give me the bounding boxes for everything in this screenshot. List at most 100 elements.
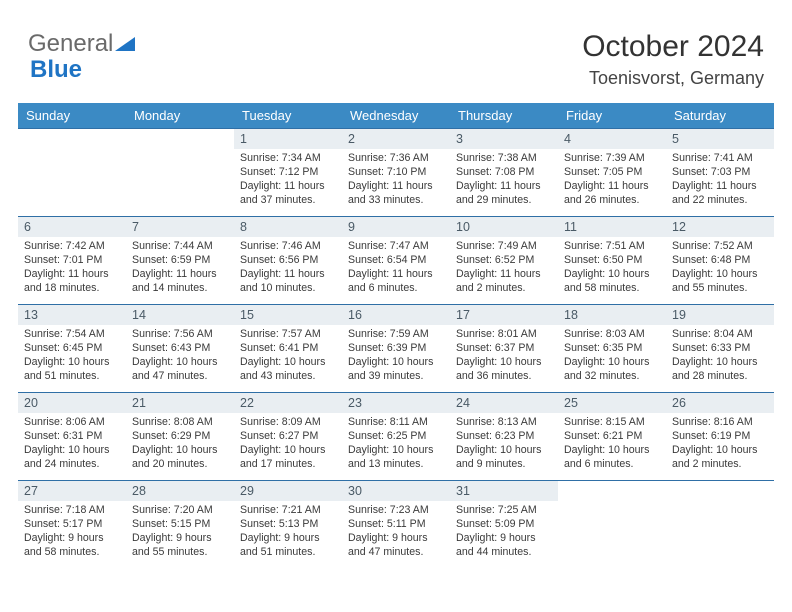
calendar-cell: 14Sunrise: 7:56 AMSunset: 6:43 PMDayligh…	[126, 305, 234, 393]
calendar-cell: 2Sunrise: 7:36 AMSunset: 7:10 PMDaylight…	[342, 129, 450, 217]
calendar-row: 6Sunrise: 7:42 AMSunset: 7:01 PMDaylight…	[18, 217, 774, 305]
logo-triangle-icon	[115, 35, 135, 53]
day-details: Sunrise: 8:01 AMSunset: 6:37 PMDaylight:…	[450, 325, 558, 388]
calendar-cell	[126, 129, 234, 217]
day-number: 24	[450, 393, 558, 413]
day-number: 7	[126, 217, 234, 237]
day-details: Sunrise: 7:46 AMSunset: 6:56 PMDaylight:…	[234, 237, 342, 300]
calendar-cell: 10Sunrise: 7:49 AMSunset: 6:52 PMDayligh…	[450, 217, 558, 305]
calendar-cell: 21Sunrise: 8:08 AMSunset: 6:29 PMDayligh…	[126, 393, 234, 481]
logo: General	[28, 30, 135, 58]
logo-text-blue: Blue	[30, 56, 82, 84]
day-details: Sunrise: 8:09 AMSunset: 6:27 PMDaylight:…	[234, 413, 342, 476]
calendar-cell	[18, 129, 126, 217]
calendar-cell: 18Sunrise: 8:03 AMSunset: 6:35 PMDayligh…	[558, 305, 666, 393]
calendar-cell: 16Sunrise: 7:59 AMSunset: 6:39 PMDayligh…	[342, 305, 450, 393]
day-number: 20	[18, 393, 126, 413]
calendar-row: 1Sunrise: 7:34 AMSunset: 7:12 PMDaylight…	[18, 129, 774, 217]
calendar-cell	[666, 481, 774, 569]
day-number: 19	[666, 305, 774, 325]
day-details: Sunrise: 7:25 AMSunset: 5:09 PMDaylight:…	[450, 501, 558, 564]
day-details: Sunrise: 8:15 AMSunset: 6:21 PMDaylight:…	[558, 413, 666, 476]
day-number: 26	[666, 393, 774, 413]
day-number: 8	[234, 217, 342, 237]
calendar-cell: 29Sunrise: 7:21 AMSunset: 5:13 PMDayligh…	[234, 481, 342, 569]
calendar-cell: 24Sunrise: 8:13 AMSunset: 6:23 PMDayligh…	[450, 393, 558, 481]
calendar-cell: 27Sunrise: 7:18 AMSunset: 5:17 PMDayligh…	[18, 481, 126, 569]
day-details: Sunrise: 7:36 AMSunset: 7:10 PMDaylight:…	[342, 149, 450, 212]
day-number: 15	[234, 305, 342, 325]
day-number: 4	[558, 129, 666, 149]
title-block: October 2024 Toenisvorst, Germany	[582, 30, 764, 89]
day-header: Friday	[558, 103, 666, 129]
header: General October 2024 Toenisvorst, German…	[0, 0, 792, 97]
calendar-cell: 9Sunrise: 7:47 AMSunset: 6:54 PMDaylight…	[342, 217, 450, 305]
day-details: Sunrise: 7:44 AMSunset: 6:59 PMDaylight:…	[126, 237, 234, 300]
calendar-cell: 19Sunrise: 8:04 AMSunset: 6:33 PMDayligh…	[666, 305, 774, 393]
day-details: Sunrise: 7:56 AMSunset: 6:43 PMDaylight:…	[126, 325, 234, 388]
calendar-cell: 30Sunrise: 7:23 AMSunset: 5:11 PMDayligh…	[342, 481, 450, 569]
day-details: Sunrise: 8:16 AMSunset: 6:19 PMDaylight:…	[666, 413, 774, 476]
day-header: Thursday	[450, 103, 558, 129]
day-number: 5	[666, 129, 774, 149]
day-number: 9	[342, 217, 450, 237]
day-details: Sunrise: 8:08 AMSunset: 6:29 PMDaylight:…	[126, 413, 234, 476]
day-number: 11	[558, 217, 666, 237]
calendar-cell: 31Sunrise: 7:25 AMSunset: 5:09 PMDayligh…	[450, 481, 558, 569]
day-number: 14	[126, 305, 234, 325]
day-details: Sunrise: 7:59 AMSunset: 6:39 PMDaylight:…	[342, 325, 450, 388]
day-number: 31	[450, 481, 558, 501]
day-details: Sunrise: 8:03 AMSunset: 6:35 PMDaylight:…	[558, 325, 666, 388]
day-number: 23	[342, 393, 450, 413]
day-number: 6	[18, 217, 126, 237]
day-number: 3	[450, 129, 558, 149]
day-number: 1	[234, 129, 342, 149]
day-header: Monday	[126, 103, 234, 129]
day-number: 25	[558, 393, 666, 413]
day-number: 10	[450, 217, 558, 237]
calendar-cell: 7Sunrise: 7:44 AMSunset: 6:59 PMDaylight…	[126, 217, 234, 305]
day-number: 27	[18, 481, 126, 501]
day-details: Sunrise: 7:39 AMSunset: 7:05 PMDaylight:…	[558, 149, 666, 212]
day-details: Sunrise: 7:52 AMSunset: 6:48 PMDaylight:…	[666, 237, 774, 300]
calendar-cell: 23Sunrise: 8:11 AMSunset: 6:25 PMDayligh…	[342, 393, 450, 481]
calendar-cell: 3Sunrise: 7:38 AMSunset: 7:08 PMDaylight…	[450, 129, 558, 217]
day-details: Sunrise: 8:11 AMSunset: 6:25 PMDaylight:…	[342, 413, 450, 476]
day-header: Wednesday	[342, 103, 450, 129]
month-title: October 2024	[582, 30, 764, 64]
calendar-cell: 15Sunrise: 7:57 AMSunset: 6:41 PMDayligh…	[234, 305, 342, 393]
day-details: Sunrise: 7:18 AMSunset: 5:17 PMDaylight:…	[18, 501, 126, 564]
calendar-cell: 4Sunrise: 7:39 AMSunset: 7:05 PMDaylight…	[558, 129, 666, 217]
day-details: Sunrise: 8:04 AMSunset: 6:33 PMDaylight:…	[666, 325, 774, 388]
calendar-cell	[558, 481, 666, 569]
day-header: Tuesday	[234, 103, 342, 129]
calendar-cell: 11Sunrise: 7:51 AMSunset: 6:50 PMDayligh…	[558, 217, 666, 305]
logo-text-gray: General	[28, 30, 113, 58]
day-details: Sunrise: 7:21 AMSunset: 5:13 PMDaylight:…	[234, 501, 342, 564]
day-number: 29	[234, 481, 342, 501]
day-details: Sunrise: 7:38 AMSunset: 7:08 PMDaylight:…	[450, 149, 558, 212]
day-details: Sunrise: 7:49 AMSunset: 6:52 PMDaylight:…	[450, 237, 558, 300]
calendar-cell: 26Sunrise: 8:16 AMSunset: 6:19 PMDayligh…	[666, 393, 774, 481]
day-number: 30	[342, 481, 450, 501]
calendar-cell: 13Sunrise: 7:54 AMSunset: 6:45 PMDayligh…	[18, 305, 126, 393]
day-details: Sunrise: 7:34 AMSunset: 7:12 PMDaylight:…	[234, 149, 342, 212]
day-number: 21	[126, 393, 234, 413]
day-number: 2	[342, 129, 450, 149]
calendar-row: 13Sunrise: 7:54 AMSunset: 6:45 PMDayligh…	[18, 305, 774, 393]
day-details: Sunrise: 7:51 AMSunset: 6:50 PMDaylight:…	[558, 237, 666, 300]
day-number: 22	[234, 393, 342, 413]
day-number: 16	[342, 305, 450, 325]
day-number: 13	[18, 305, 126, 325]
day-details: Sunrise: 8:06 AMSunset: 6:31 PMDaylight:…	[18, 413, 126, 476]
calendar-cell: 1Sunrise: 7:34 AMSunset: 7:12 PMDaylight…	[234, 129, 342, 217]
day-number: 18	[558, 305, 666, 325]
day-details: Sunrise: 7:42 AMSunset: 7:01 PMDaylight:…	[18, 237, 126, 300]
day-details: Sunrise: 7:23 AMSunset: 5:11 PMDaylight:…	[342, 501, 450, 564]
calendar-cell: 20Sunrise: 8:06 AMSunset: 6:31 PMDayligh…	[18, 393, 126, 481]
day-number: 28	[126, 481, 234, 501]
location: Toenisvorst, Germany	[582, 68, 764, 89]
day-details: Sunrise: 7:20 AMSunset: 5:15 PMDaylight:…	[126, 501, 234, 564]
day-header-row: Sunday Monday Tuesday Wednesday Thursday…	[18, 103, 774, 129]
calendar-cell: 17Sunrise: 8:01 AMSunset: 6:37 PMDayligh…	[450, 305, 558, 393]
